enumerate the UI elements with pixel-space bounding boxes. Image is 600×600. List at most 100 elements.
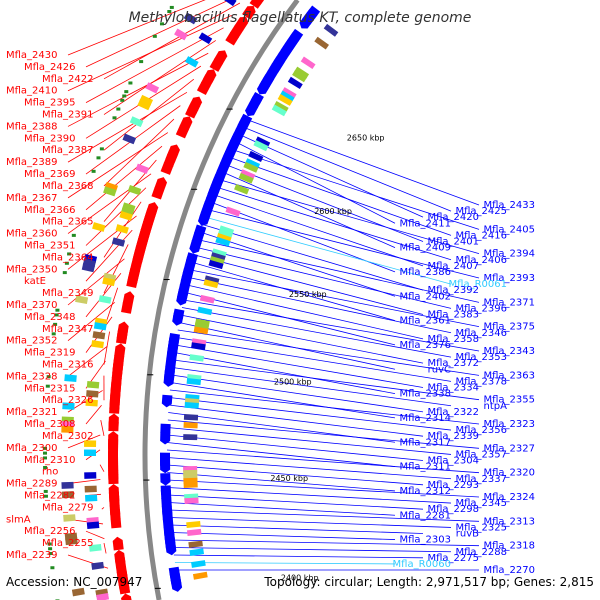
gene-label-right: Mfla_2409	[399, 243, 451, 254]
gene-label-right: Mfla_2312	[399, 486, 451, 497]
gene-label-left: Mfla_2328	[6, 371, 58, 382]
feature-block	[273, 100, 289, 113]
feature-block	[314, 36, 329, 50]
leader-line	[173, 554, 424, 559]
gene-label-left: Mfla_2366	[24, 205, 76, 216]
feature-block	[89, 543, 102, 552]
feature-block	[84, 472, 97, 479]
gene-label-left: slmA	[6, 514, 31, 525]
feature-block	[84, 440, 97, 447]
reverse-gene-arrow	[165, 542, 177, 556]
feature-block	[248, 150, 264, 162]
leader-line	[168, 502, 396, 516]
forward-gene-arrow	[108, 439, 119, 454]
leader-line	[192, 262, 396, 321]
gene-label-right: Mfla_2275	[427, 553, 479, 564]
reverse-gene-arrow	[189, 240, 202, 254]
feature-block	[186, 521, 201, 529]
feature-block	[183, 481, 198, 488]
gene-label-left: Mfla_2351	[24, 240, 76, 251]
leader-line	[199, 239, 480, 303]
leader-line	[176, 337, 452, 382]
feature-block	[208, 259, 224, 270]
gene-label-right: Mfla_2402	[399, 291, 451, 302]
forward-gene-arrow	[112, 536, 124, 551]
gene-label-left: Mfla_2368	[42, 181, 94, 192]
feature-block	[135, 163, 150, 174]
marker-dash	[43, 446, 48, 450]
feature-block	[225, 206, 241, 217]
gene-label-right: Mfla_2361	[399, 316, 451, 327]
gene-label-right: Mfla_2324	[483, 492, 535, 503]
feature-block	[145, 82, 160, 94]
leader-line	[166, 457, 452, 480]
gene-label-right: Mfla_2304	[427, 456, 479, 467]
feature-block	[86, 381, 100, 389]
feature-block	[253, 140, 269, 152]
marker-dash	[124, 90, 129, 94]
forward-gene-arrow	[114, 343, 126, 358]
gene-label-right: Mfla_2394	[483, 249, 535, 260]
gene-label-right: Mfla_2372	[427, 358, 479, 369]
feature-block	[104, 181, 119, 193]
gene-label-right: Mfla_2298	[427, 504, 479, 515]
tick-label: 2500 kbp	[274, 377, 312, 386]
gene-label-left: Mfla_2370	[6, 300, 58, 311]
gene-label-left: Mfla_2310	[24, 455, 76, 466]
leader-line	[167, 472, 396, 492]
marker-dash	[54, 313, 59, 317]
leader-line	[85, 27, 224, 103]
feature-block	[184, 402, 199, 409]
gene-label-left: Mfla_2369	[24, 169, 76, 180]
gene-label-right: Mfla_R0060	[393, 559, 451, 570]
gene-label-left: Mfla_2364	[42, 252, 94, 263]
gene-label-right: Mfla_2383	[427, 310, 479, 321]
gene-label-right: ruvC	[428, 364, 451, 375]
feature-block	[86, 390, 99, 398]
leader-line	[166, 449, 480, 474]
forward-gene-arrow	[242, 5, 256, 20]
forward-gene-arrow	[160, 160, 174, 175]
gene-label-right: Mfla_2311	[399, 462, 451, 473]
leader-line	[167, 479, 480, 498]
leader-line	[244, 127, 452, 212]
gene-label-right: Mfla_2323	[483, 419, 535, 430]
forward-gene-arrow	[109, 400, 120, 414]
leader-line	[223, 172, 396, 248]
feature-block	[255, 136, 271, 148]
marker-dash	[43, 489, 48, 493]
feature-block	[281, 87, 297, 100]
reverse-gene-arrow	[256, 81, 271, 95]
tick-label: 2600 kbp	[314, 207, 352, 216]
leader-line	[100, 420, 105, 437]
leader-line	[206, 217, 452, 285]
forward-gene-arrow	[121, 593, 132, 600]
forward-gene-arrow	[108, 417, 119, 432]
leader-line	[247, 119, 480, 206]
gene-label-right: Mfla_2357	[455, 449, 507, 460]
feature-block	[197, 306, 213, 316]
forward-gene-arrow	[121, 299, 133, 314]
feature-block	[81, 263, 95, 273]
marker-dash	[48, 551, 53, 555]
leader-line	[67, 345, 108, 377]
feature-block	[292, 70, 307, 83]
gene-label-right: Mfla_2325	[455, 522, 507, 533]
gene-label-left: Mfla_2255	[42, 538, 94, 549]
leader-line	[167, 427, 452, 455]
gene-label-left: katE	[24, 276, 46, 287]
feature-block	[217, 229, 233, 239]
leader-line	[170, 382, 396, 419]
feature-block	[61, 425, 74, 433]
gene-label-left: Mfla_2302	[42, 431, 94, 442]
feature-block	[84, 485, 97, 493]
leader-line	[174, 562, 396, 565]
marker-dash	[43, 451, 48, 455]
gene-label-right: Mfla_2392	[427, 285, 479, 296]
gene-label-right: Mfla_2355	[483, 395, 535, 406]
feature-block	[96, 592, 110, 600]
reverse-gene-arrow	[176, 292, 188, 306]
leader-line	[167, 464, 424, 486]
gene-label-right: Mfla_2411	[399, 218, 451, 229]
